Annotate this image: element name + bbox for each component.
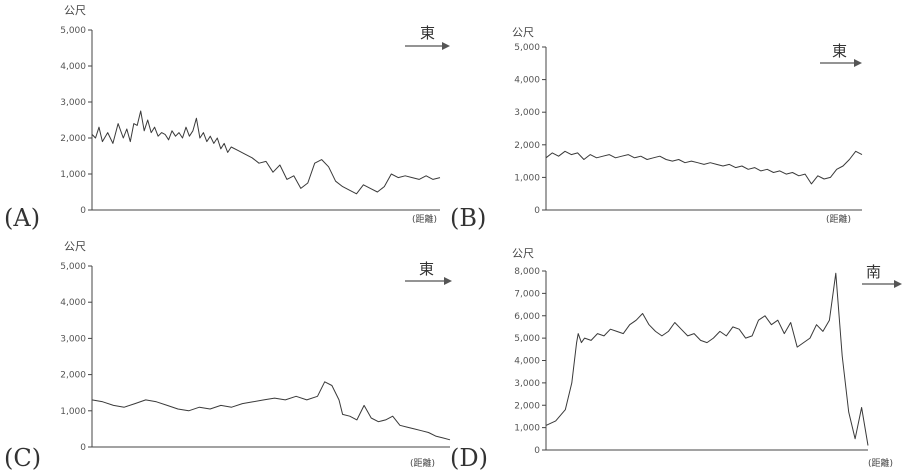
- panel-1-y-tick-label: 5,000: [60, 26, 86, 36]
- panel-4-y-tick-label: 6,000: [514, 312, 540, 322]
- panel-3-y-tick-label: 0: [80, 443, 86, 453]
- panel-3-direction-label: 東: [419, 260, 434, 278]
- panel-1-y-tick-label: 2,000: [60, 134, 86, 144]
- panel-2-series-line: [545, 150, 863, 185]
- panel-1-y-tick-label: 0: [80, 206, 86, 216]
- panel-2-y-tick-label: 3,000: [514, 108, 540, 118]
- panel-4-y-tick-label: 3,000: [514, 379, 540, 389]
- panel-1-series-line: [91, 110, 441, 195]
- panel-1-direction-arrowhead: [442, 42, 450, 50]
- panel-1-letter: (A): [4, 204, 40, 232]
- panel-4-y-tick-label: 4,000: [514, 357, 540, 367]
- panel-4-y-tick-label: 8,000: [514, 267, 540, 277]
- panel-3-y-tick-label: 1,000: [60, 407, 86, 417]
- panel-3-letter: (C): [4, 444, 41, 472]
- panel-3-y-tick-label: 5,000: [60, 262, 86, 272]
- panel-4-ylabel: 公尺: [512, 247, 534, 260]
- panel-2-y-tick-label: 2,000: [514, 141, 540, 151]
- panel-2-direction-label: 東: [832, 42, 847, 60]
- panel-3-direction-arrowhead: [444, 277, 452, 285]
- panel-4-xlabel: (距離): [868, 457, 893, 469]
- panel-4-y-tick-label: 0: [534, 446, 540, 456]
- panel-4-y-tick-label: 1,000: [514, 424, 540, 434]
- panel-2-y-tick-label: 0: [534, 206, 540, 216]
- panel-4-y-tick-label: 5,000: [514, 334, 540, 344]
- panel-3-series-line: [91, 381, 451, 441]
- panel-2-y-tick-label: 1,000: [514, 173, 540, 183]
- panel-4-direction-arrowhead: [894, 280, 902, 288]
- panel-2-ylabel: 公尺: [512, 26, 534, 39]
- panel-1-xlabel: (距離): [412, 213, 437, 225]
- panel-3-xlabel: (距離): [410, 457, 435, 469]
- panel-2-y-tick-label: 5,000: [514, 43, 540, 53]
- panel-1-y-tick-label: 3,000: [60, 98, 86, 108]
- panel-4-letter: (D): [450, 444, 488, 472]
- panel-4-y-tick-label: 2,000: [514, 401, 540, 411]
- panel-2-letter: (B): [450, 204, 486, 232]
- panel-4-direction-label: 南: [866, 263, 881, 281]
- panel-2-y-tick-label: 4,000: [514, 76, 540, 86]
- panel-4-series-line: [545, 272, 869, 446]
- panel-1-y-tick-label: 1,000: [60, 170, 86, 180]
- panel-3-ylabel: 公尺: [64, 240, 86, 253]
- panel-1-direction-label: 東: [420, 24, 435, 42]
- panel-3-y-tick-label: 3,000: [60, 334, 86, 344]
- panel-1-y-tick-label: 4,000: [60, 62, 86, 72]
- panel-3-y-tick-label: 4,000: [60, 298, 86, 308]
- panel-2-xlabel: (距離): [826, 213, 851, 225]
- panel-2-direction-arrowhead: [854, 59, 862, 67]
- panel-4-y-tick-label: 7,000: [514, 289, 540, 299]
- panel-1-ylabel: 公尺: [64, 4, 86, 17]
- panel-3-y-tick-label: 2,000: [60, 371, 86, 381]
